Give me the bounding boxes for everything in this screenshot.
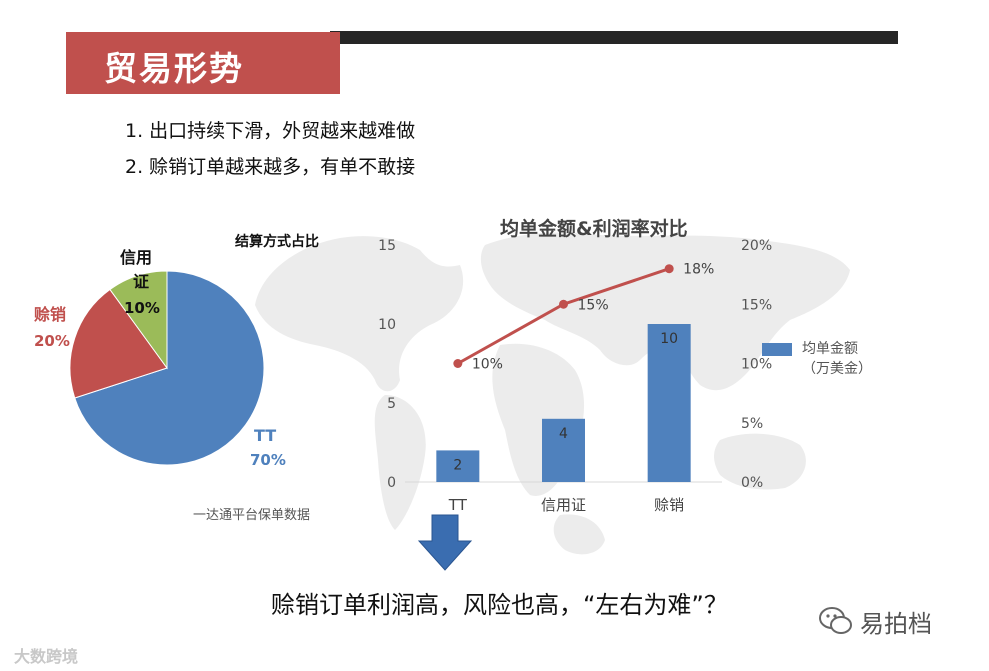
bar-data-label: 4 xyxy=(559,426,568,442)
header-bar xyxy=(330,31,898,44)
y2-tick-label: 15% xyxy=(741,297,772,313)
x-tick-label: 赊销 xyxy=(654,496,684,514)
line-data-label: 10% xyxy=(472,357,503,373)
y2-tick-label: 5% xyxy=(741,416,763,432)
legend-label-line1: 均单金额 xyxy=(802,341,858,357)
line-data-label: 15% xyxy=(578,297,609,313)
pie-label-credit-name: 赊销 xyxy=(34,305,66,324)
y-tick-label: 0 xyxy=(387,475,396,491)
legend-swatch xyxy=(762,343,792,356)
y-tick-label: 15 xyxy=(378,238,396,254)
pie-slice-lc xyxy=(109,270,168,370)
bar-chart-title: 均单金额&利润率对比 xyxy=(500,218,688,240)
slide-title: 贸易形势 xyxy=(104,49,244,88)
pie-label-credit-pct: 20% xyxy=(34,332,70,350)
pie-label-tt-pct: 70% xyxy=(250,451,286,469)
pie-slice-tt xyxy=(74,270,265,466)
bar-data-label: 10 xyxy=(660,331,678,347)
bullet-item: 1. 出口持续下滑，外贸越来越难做 xyxy=(125,120,416,142)
bar xyxy=(647,324,691,482)
legend-label: 均单金额 （万美金） xyxy=(802,339,872,379)
y2-tick-label: 20% xyxy=(741,238,772,254)
pie-label-lc-name-part1: 信用 xyxy=(120,248,152,267)
pie-label-lc-name-part2: 证 xyxy=(133,272,149,291)
pie-label-tt-name: TT xyxy=(254,426,276,445)
y-tick-label: 10 xyxy=(378,317,396,333)
x-tick-label: 信用证 xyxy=(541,496,586,514)
y2-tick-label: 0% xyxy=(741,475,763,491)
pie-chart-title: 结算方式占比 xyxy=(235,234,319,250)
y-tick-label: 5 xyxy=(387,396,396,412)
line-point xyxy=(559,299,568,309)
y2-axis-ticks: 0% 5% 10% 15% 20% xyxy=(741,238,772,491)
bar xyxy=(436,450,480,482)
x-axis-labels: TT 信用证 赊销 xyxy=(448,496,684,514)
bar xyxy=(542,418,585,482)
watermark-brand: 易拍档 xyxy=(860,610,932,638)
watermark-logo-text: 大数跨境 xyxy=(14,647,79,666)
pie-label-lc-pct: 10% xyxy=(124,299,160,317)
conclusion-text: 赊销订单利润高，风险也高，“左右为难”？ xyxy=(271,591,728,619)
bar-group: 2 4 10 xyxy=(436,324,691,482)
y2-tick-label: 10% xyxy=(741,357,772,373)
pie-slice-credit xyxy=(69,288,168,399)
bullet-list: 1. 出口持续下滑，外贸越来越难做 2. 赊销订单越来越多，有单不敢接 xyxy=(125,113,415,185)
title-banner: 贸易形势 xyxy=(66,32,340,94)
line-data-label: 18% xyxy=(683,262,714,278)
profit-rate-points: 10% 15% 18% xyxy=(453,262,714,373)
source-note: 一达通平台保单数据 xyxy=(193,508,311,523)
legend-label-line2: （万美金） xyxy=(802,361,872,377)
bullet-item: 2. 赊销订单越来越多，有单不敢接 xyxy=(125,156,416,178)
wechat-icon xyxy=(819,607,852,634)
y-axis-ticks: 0 5 10 15 xyxy=(378,238,396,491)
line-point xyxy=(664,264,674,274)
line-point xyxy=(453,359,463,368)
bar-data-label: 2 xyxy=(453,457,462,473)
x-tick-label: TT xyxy=(448,496,468,514)
